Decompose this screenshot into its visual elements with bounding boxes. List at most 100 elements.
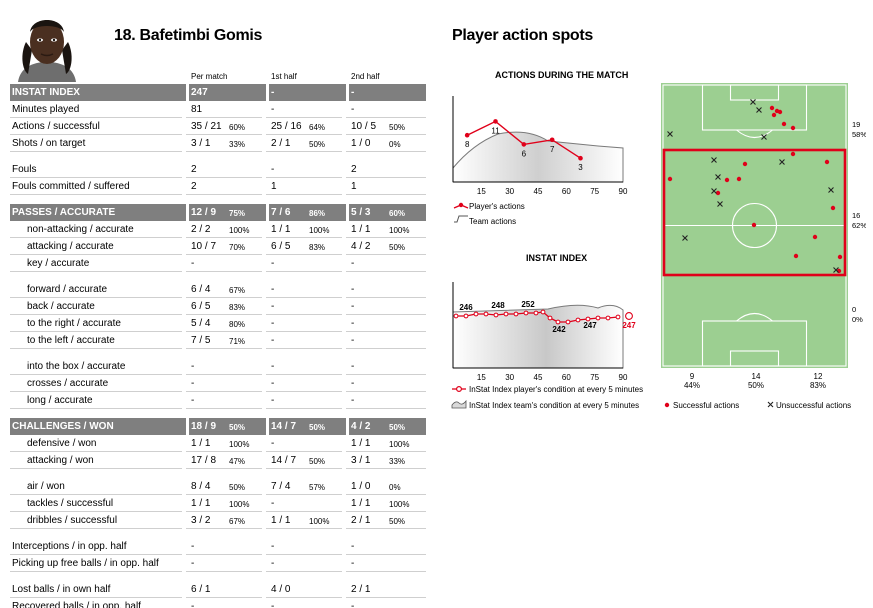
second-half-value: - — [351, 395, 355, 406]
row-divider — [10, 571, 182, 572]
zone-percent-right: 0% — [852, 315, 863, 324]
row-divider — [10, 408, 182, 409]
actions-legend-icons — [453, 202, 469, 223]
second-half-value: - — [351, 318, 355, 329]
row-divider — [266, 151, 342, 152]
per-match-value: - — [191, 541, 195, 552]
x-tick-label: 60 — [562, 187, 571, 196]
row-divider — [266, 408, 342, 409]
successful-action-point — [790, 125, 796, 131]
header-separator — [266, 204, 269, 221]
row-divider — [10, 314, 182, 315]
legend-successful-marker — [664, 402, 670, 408]
first-half-percent: 100% — [309, 517, 330, 526]
per-match-value: 12 / 9 — [191, 207, 217, 218]
top-arc — [736, 129, 773, 139]
row-divider — [10, 348, 182, 349]
first-half-value: - — [271, 318, 275, 329]
x-tick-label: 15 — [477, 187, 486, 196]
team-index-area — [452, 304, 624, 369]
stats-row: Fouls 2 - 2 — [10, 161, 426, 178]
stat-label: forward / accurate — [27, 284, 108, 295]
row-divider — [10, 451, 182, 452]
per-match-percent: 100% — [229, 500, 250, 509]
successful-action-point — [751, 222, 757, 228]
first-half-value: - — [271, 541, 275, 552]
row-divider — [186, 117, 262, 118]
row-divider — [266, 331, 342, 332]
actions-chart-title: ACTIONS DURING THE MATCH — [495, 70, 629, 80]
successful-action-point — [812, 234, 818, 240]
stat-label: long / accurate — [27, 395, 93, 406]
player-actions-point — [464, 132, 470, 138]
successful-action-point — [736, 176, 742, 182]
per-match-percent: 47% — [229, 457, 246, 466]
stats-row: Recovered balls / in opp. half - - - — [10, 598, 426, 608]
row-divider — [266, 554, 342, 555]
per-match-value: 6 / 4 — [191, 284, 211, 295]
row-divider — [266, 374, 342, 375]
successful-action-point — [824, 159, 830, 165]
zone-percent-bottom: 50% — [747, 381, 764, 390]
successful-action-point — [742, 161, 748, 167]
per-match-value: 6 / 5 — [191, 301, 211, 312]
stat-label: back / accurate — [27, 301, 95, 312]
row-divider — [10, 271, 182, 272]
zone-count-bottom: 9 — [689, 372, 695, 381]
row-divider — [186, 331, 262, 332]
row-divider — [186, 314, 262, 315]
row-divider — [186, 194, 262, 195]
player-actions-point — [521, 142, 527, 147]
first-half-value: 2 / 1 — [271, 138, 291, 149]
second-half-value: - — [351, 104, 355, 115]
header-separator — [346, 204, 349, 221]
row-divider — [346, 331, 426, 332]
unsuccessful-action-point — [750, 99, 756, 105]
x-tick-label: 75 — [590, 187, 599, 196]
section-title: Player action spots — [452, 27, 594, 44]
header-separator — [266, 84, 269, 101]
per-match-value: 81 — [191, 104, 203, 115]
second-half-value: - — [351, 361, 355, 372]
row-divider — [346, 177, 426, 178]
legend-unsuccessful: Unsuccessful actions — [776, 401, 852, 410]
second-half-value: 1 / 1 — [351, 224, 371, 235]
first-half-value: - — [271, 87, 275, 98]
per-match-value: 2 — [191, 164, 197, 175]
x-tick-label: 15 — [477, 373, 486, 382]
row-divider — [266, 134, 342, 135]
player-index-point — [595, 315, 601, 321]
first-half-percent: 50% — [309, 140, 326, 149]
legend-index-player: InStat Index player's condition at every… — [469, 385, 644, 394]
per-match-value: - — [191, 378, 195, 389]
per-match-percent: 60% — [229, 123, 246, 132]
row-divider — [266, 571, 342, 572]
per-match-value: 10 / 7 — [191, 241, 217, 252]
x-tick-label: 30 — [505, 187, 514, 196]
row-divider — [266, 511, 342, 512]
player-index-point — [473, 311, 479, 317]
row-divider — [266, 177, 342, 178]
row-divider — [346, 117, 426, 118]
stat-label: into the box / accurate — [27, 361, 126, 372]
x-tick-label: 45 — [534, 373, 543, 382]
row-divider — [186, 468, 262, 469]
second-half-value: 1 / 1 — [351, 498, 371, 509]
per-match-percent: 75% — [229, 209, 246, 218]
header-separator — [346, 84, 349, 101]
player-index-point — [513, 311, 519, 317]
row-divider — [186, 408, 262, 409]
x-tick-label: 75 — [590, 373, 599, 382]
first-half-value: 4 / 0 — [271, 584, 291, 595]
x-tick-label: 90 — [619, 373, 628, 382]
header-separator — [186, 84, 189, 101]
index-value-label: 246 — [459, 303, 473, 312]
stat-label: Fouls committed / suffered — [12, 181, 130, 192]
stats-row: tackles / successful 1 / 1 100% - 1 / 1 100% — [10, 495, 426, 512]
index-value-label: 248 — [491, 301, 505, 310]
second-half-percent: 100% — [389, 226, 410, 235]
first-half-value: - — [271, 258, 275, 269]
per-match-value: 2 — [191, 181, 197, 192]
data-label: 8 — [465, 140, 470, 149]
